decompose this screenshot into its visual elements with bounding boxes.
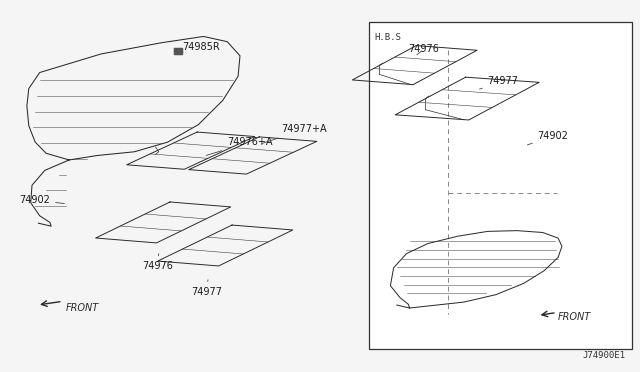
Text: 74977: 74977 (479, 76, 518, 89)
Text: 74977+A: 74977+A (262, 125, 327, 144)
Text: FRONT: FRONT (558, 312, 591, 322)
Text: 74976+A: 74976+A (206, 137, 273, 155)
Polygon shape (174, 48, 182, 54)
Text: 74977: 74977 (191, 280, 221, 297)
Text: 74976: 74976 (408, 44, 439, 55)
Text: 74902: 74902 (527, 131, 568, 145)
Text: 74976: 74976 (142, 254, 173, 271)
Text: H.B.S: H.B.S (374, 33, 401, 42)
Text: 74902: 74902 (19, 195, 65, 205)
Text: J74900E1: J74900E1 (583, 351, 626, 360)
Text: FRONT: FRONT (65, 303, 99, 313)
Text: 74985R: 74985R (176, 42, 220, 51)
Bar (369, 22, 632, 349)
